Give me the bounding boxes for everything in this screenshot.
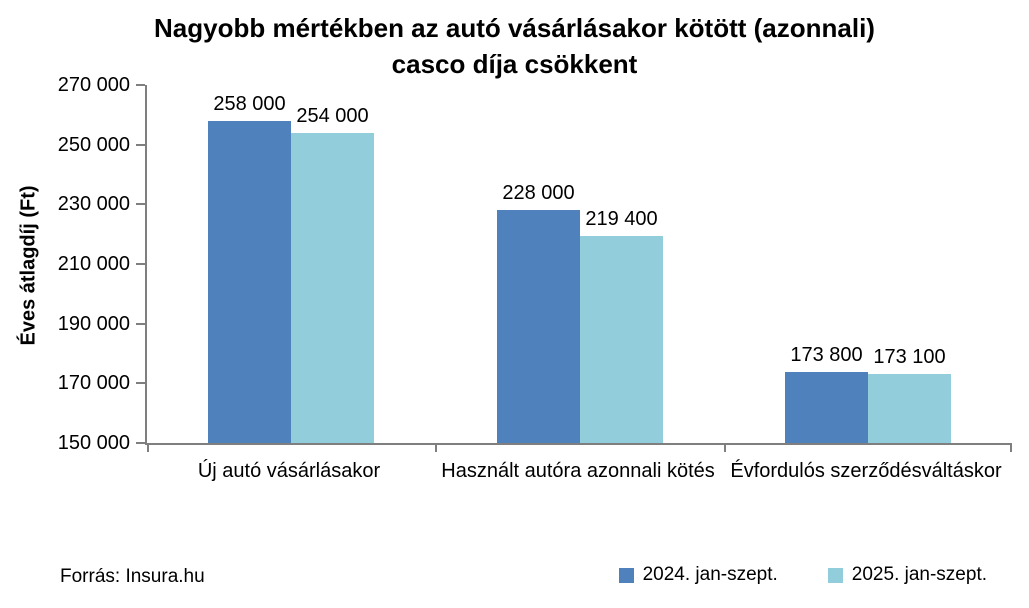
bar-value-label: 173 800: [790, 344, 863, 366]
legend-item: 2025. jan-szept.: [827, 564, 987, 586]
xtick-mark: [1010, 443, 1012, 452]
ytick-mark: [136, 322, 145, 325]
ytick-mark: [136, 143, 145, 146]
category-label: Használt autóra azonnali kötés: [441, 460, 715, 482]
category-label: Új autó vásárlásakor: [197, 460, 381, 482]
ytick-label: 230 000: [57, 193, 130, 216]
legend: 2024. jan-szept. 2025. jan-szept.: [618, 564, 987, 586]
plot-area: 258 000 254 000 228 000 219 400 173 800 173 1…: [136, 84, 1012, 452]
x-axis-category-labels: Új autó vásárlásakor Használt autóra azon…: [145, 457, 1010, 529]
chart-title-line2: casco díja csökkent: [391, 49, 638, 79]
legend-label: 2024. jan-szept.: [642, 564, 778, 585]
bar: [580, 236, 663, 443]
y-axis-tick-labels: 150 000 170 000 190 000 210 000 230 000 250 0…: [0, 75, 130, 453]
xtick-mark: [724, 443, 726, 452]
ytick-mark: [136, 84, 145, 86]
chart-title: Nagyobb mértékben az autó vásárlásakor k…: [0, 10, 1029, 82]
xtick-mark: [147, 443, 149, 452]
bar: [291, 133, 374, 443]
chart-title-line1: Nagyobb mértékben az autó vásárlásakor k…: [154, 13, 875, 43]
bar-value-label: 173 100: [873, 346, 946, 368]
legend-swatch: [618, 567, 634, 583]
ytick-label: 210 000: [57, 253, 130, 275]
xtick-mark: [435, 443, 437, 452]
category-label: Évfordulós szerződésváltáskor: [730, 460, 1002, 482]
bar-value-label: 258 000: [213, 93, 286, 115]
source-label: Forrás: Insura.hu: [60, 566, 205, 587]
bar-value-label: 228 000: [502, 182, 575, 204]
bar-value-label: 219 400: [585, 208, 658, 230]
bar: [785, 372, 868, 443]
ytick-label: 190 000: [57, 312, 130, 335]
bar: [208, 121, 291, 443]
legend-item: 2024. jan-szept.: [618, 564, 778, 586]
bar-value-label: 254 000: [296, 105, 369, 127]
ytick-label: 170 000: [57, 372, 130, 395]
bar: [868, 374, 951, 443]
ytick-mark: [136, 442, 145, 444]
legend-swatch: [827, 567, 843, 583]
ytick-label: 270 000: [57, 74, 130, 96]
ytick-mark: [136, 203, 145, 206]
ytick-label: 150 000: [57, 432, 130, 454]
legend-label: 2025. jan-szept.: [851, 564, 987, 585]
ytick-mark: [136, 263, 145, 265]
bar: [497, 210, 580, 443]
ytick-mark: [136, 382, 145, 385]
ytick-label: 250 000: [57, 133, 130, 156]
